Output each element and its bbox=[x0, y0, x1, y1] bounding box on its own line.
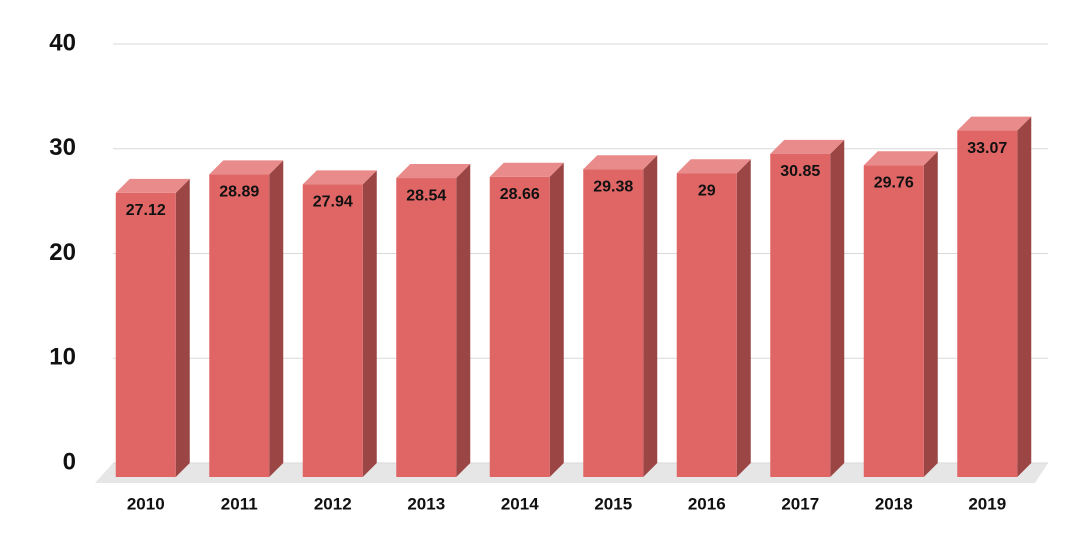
bar-side bbox=[643, 155, 658, 477]
bar bbox=[676, 173, 737, 477]
x-tick-label: 2017 bbox=[781, 494, 819, 513]
bar-top bbox=[396, 164, 471, 179]
bar bbox=[957, 130, 1018, 478]
bar bbox=[583, 169, 644, 477]
value-label: 30.85 bbox=[780, 163, 820, 180]
bar-side bbox=[269, 160, 284, 477]
bar-side bbox=[1017, 116, 1032, 478]
value-label: 28.66 bbox=[500, 186, 540, 203]
bar-top bbox=[489, 162, 564, 177]
bar bbox=[770, 153, 831, 477]
bar-side bbox=[736, 159, 751, 477]
bar-side bbox=[923, 151, 938, 477]
value-label: 27.12 bbox=[126, 202, 166, 219]
bar bbox=[396, 178, 457, 477]
y-tick-label: 10 bbox=[49, 344, 76, 371]
bar-side bbox=[456, 164, 471, 477]
x-tick-label: 2012 bbox=[314, 494, 352, 513]
y-tick-label: 30 bbox=[49, 134, 76, 161]
bar-top bbox=[209, 160, 284, 175]
bar-side bbox=[830, 139, 845, 477]
bar-top bbox=[676, 159, 751, 174]
x-tick-label: 2018 bbox=[875, 494, 913, 513]
bar-top bbox=[863, 151, 938, 166]
bar bbox=[115, 192, 176, 477]
value-label: 29.76 bbox=[874, 174, 914, 191]
x-tick-label: 2016 bbox=[688, 494, 726, 513]
value-label: 28.89 bbox=[219, 184, 259, 201]
x-tick-label: 2019 bbox=[968, 494, 1006, 513]
bar-side bbox=[175, 178, 190, 477]
bar-top bbox=[957, 116, 1032, 131]
y-tick-label: 40 bbox=[49, 29, 76, 56]
bar-side bbox=[549, 162, 564, 477]
x-tick-label: 2013 bbox=[407, 494, 445, 513]
value-label: 28.54 bbox=[406, 187, 446, 204]
bar-side bbox=[362, 170, 377, 478]
bar bbox=[302, 184, 363, 478]
value-label: 29 bbox=[698, 182, 716, 199]
value-label: 29.38 bbox=[593, 178, 633, 195]
bar-top bbox=[770, 139, 845, 154]
y-tick-label: 20 bbox=[49, 239, 76, 266]
value-label: 27.94 bbox=[313, 194, 353, 211]
bar bbox=[863, 165, 924, 477]
x-tick-label: 2014 bbox=[501, 494, 539, 513]
value-label: 33.07 bbox=[967, 140, 1007, 157]
x-tick-label: 2015 bbox=[594, 494, 632, 513]
bar bbox=[209, 174, 270, 477]
bar-top bbox=[115, 178, 190, 193]
y-tick-label: 0 bbox=[63, 448, 76, 475]
bar-top bbox=[302, 170, 377, 185]
bar bbox=[489, 176, 550, 477]
x-tick-label: 2010 bbox=[127, 494, 165, 513]
bar-top bbox=[583, 155, 658, 170]
x-tick-label: 2011 bbox=[221, 494, 258, 513]
